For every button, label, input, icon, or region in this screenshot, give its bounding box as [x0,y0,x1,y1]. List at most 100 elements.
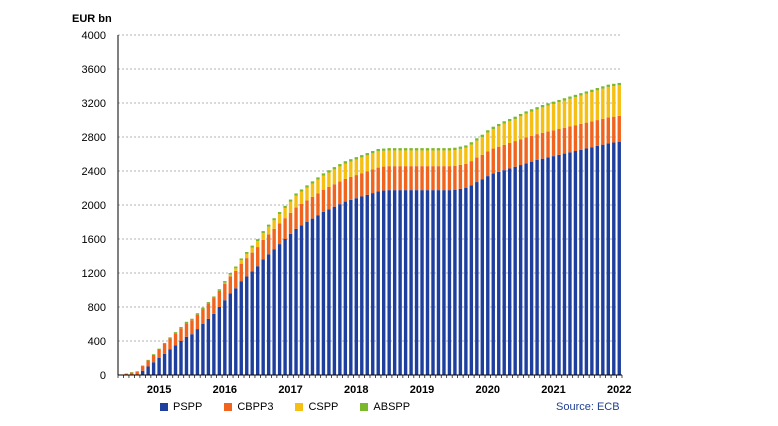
bar-cbpp3 [513,141,517,167]
bar-cspp [228,274,233,277]
bar-cbpp3 [305,200,309,222]
bar-cbpp3 [518,139,523,166]
bar-cbpp3 [168,338,172,350]
bar-cbpp3 [212,298,216,314]
y-tick-label: 3200 [82,98,106,110]
bar-cspp [486,132,490,152]
bar-cbpp3 [162,343,167,354]
bar-cspp [332,169,337,185]
bar-cbpp3 [507,142,512,169]
bar-cbpp3 [606,117,611,144]
bar-cbpp3 [584,122,589,149]
bar-abspp [529,109,534,112]
bar-cbpp3 [475,157,479,183]
bar-abspp [420,148,424,151]
bar-pspp [513,166,517,375]
y-tick-label: 1600 [82,234,106,246]
bar-abspp [239,258,243,261]
bar-abspp [612,83,616,87]
bar-pspp [201,324,205,375]
bar-abspp [447,148,452,151]
bar-abspp [546,103,550,106]
bar-abspp [590,89,594,93]
bar-abspp [491,126,495,130]
bar-cbpp3 [573,125,578,152]
bar-cbpp3 [551,130,556,157]
bar-cspp [354,159,359,176]
bar-cbpp3 [190,320,194,335]
bar-abspp [354,157,359,160]
bar-abspp [261,231,265,234]
bar-pspp [409,190,413,375]
bar-cspp [294,195,298,208]
bar-cbpp3 [157,349,161,358]
bar-cspp [371,153,375,170]
bar-cbpp3 [458,164,463,189]
bar-pspp [398,190,402,375]
bar-pspp [162,353,167,375]
bar-pspp [529,161,534,375]
bar-abspp [234,266,238,269]
bar-cbpp3 [228,276,233,294]
bar-pspp [453,189,457,375]
bar-pspp [310,218,315,375]
axes [117,35,623,378]
bar-pspp [184,336,189,375]
bar-pspp [414,190,419,375]
legend-swatch [160,403,168,411]
bar-cbpp3 [201,309,205,324]
bar-cbpp3 [486,151,490,177]
bar-abspp [617,82,621,86]
bar-abspp [162,342,167,344]
bar-cspp [606,86,611,118]
bar-abspp [201,307,205,310]
bar-pspp [332,206,337,375]
y-tick-label: 1200 [82,268,106,280]
bar-abspp [294,193,298,196]
bar-pspp [365,194,369,375]
bar-cbpp3 [431,166,435,191]
bar-pspp [343,201,348,375]
legend-swatch [224,403,233,411]
bar-cspp [239,260,243,264]
bar-abspp [486,130,490,133]
bar-pspp [190,334,194,375]
x-tick-label: 2020 [476,384,500,396]
bar-cspp [497,126,501,147]
bar-abspp [343,161,348,164]
y-tick-label: 0 [100,370,106,382]
bar-pspp [349,199,353,375]
bar-pspp [354,198,359,375]
bar-abspp [387,148,391,151]
bar-pspp [557,154,561,375]
bar-abspp [518,113,523,117]
bar-pspp [403,190,408,375]
bar-cspp [234,268,238,271]
bar-cbpp3 [469,161,474,186]
bar-abspp [277,212,282,215]
bar-pspp [551,156,556,375]
bar-cbpp3 [217,290,222,307]
bar-pspp [568,152,572,375]
bar-pspp [579,149,583,375]
bar-cbpp3 [535,134,539,160]
bar-cspp [305,187,309,201]
bar-pspp [524,163,528,375]
bar-cbpp3 [453,165,457,190]
bar-cbpp3 [234,270,238,289]
bar-abspp [453,147,457,151]
bar-abspp [310,181,315,184]
bar-abspp [551,101,556,104]
bar-pspp [250,271,254,375]
y-tick-label: 2000 [82,200,106,212]
bar-pspp [173,345,178,375]
bar-cspp [535,109,539,135]
bar-cspp [420,150,424,167]
bar-cbpp3 [371,169,375,194]
legend-label: ABSPP [373,401,411,413]
bar-cbpp3 [245,258,249,277]
bar-cspp [507,121,512,143]
bar-cspp [453,150,457,166]
bar-cbpp3 [354,175,359,199]
legend-item-abspp: ABSPP [360,401,410,413]
